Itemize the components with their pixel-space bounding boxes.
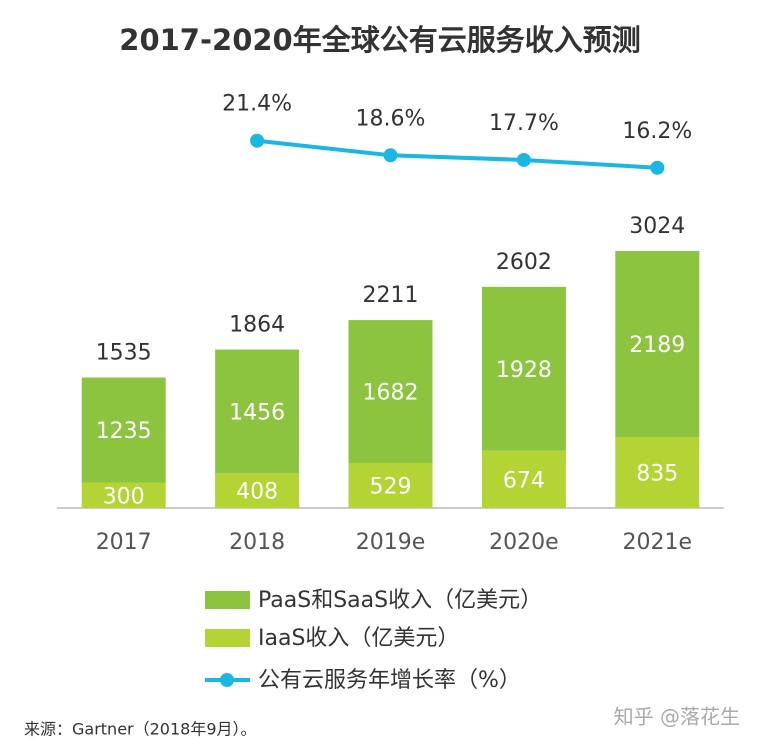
data-label: 529 [370, 475, 412, 500]
data-label: 16.2% [622, 119, 692, 144]
bar-segment [348, 463, 433, 508]
x-tick-label: 2018 [229, 530, 285, 555]
x-tick-label: 2021e [623, 530, 693, 555]
legend-label: PaaS和SaaS收入（亿美元） [258, 588, 542, 613]
total-label: 3024 [629, 214, 685, 239]
legend-swatch [205, 591, 250, 609]
chart-title: 2017-2020年全球公有云服务收入预测 [119, 23, 640, 57]
line [256, 138, 658, 170]
bar-segment [615, 250, 700, 438]
bar-segment [615, 437, 700, 508]
data-label: 300 [103, 484, 145, 509]
total-label: 2211 [363, 283, 419, 308]
bar-segment [348, 320, 433, 464]
data-label: 1682 [363, 381, 419, 406]
watermark: 知乎 @落花生 [614, 705, 740, 729]
legend-marker [220, 673, 234, 687]
bar-segment [215, 349, 300, 474]
x-tick-label: 2017 [96, 530, 152, 555]
total-label: 1864 [229, 313, 285, 338]
line-point [516, 152, 531, 167]
bar-segment [481, 450, 566, 508]
line-point [383, 148, 398, 163]
legend-swatch [205, 629, 250, 647]
legend-label: IaaS收入（亿美元） [258, 626, 459, 651]
total-label: 2602 [496, 250, 552, 275]
data-label: 835 [636, 462, 678, 487]
line-point [250, 133, 265, 148]
bar-segment [81, 377, 166, 483]
data-label: 408 [236, 480, 278, 505]
data-label: 674 [503, 468, 545, 493]
total-label: 1535 [96, 341, 152, 366]
legend-label: 公有云服务年增长率（%） [258, 668, 521, 693]
bar-segment [215, 473, 300, 508]
data-label: 1235 [96, 419, 152, 444]
data-label: 17.7% [489, 111, 559, 136]
data-label: 1456 [229, 400, 285, 425]
x-tick-label: 2020e [489, 530, 559, 555]
bar-segment [81, 482, 166, 508]
data-label: 18.6% [356, 106, 426, 131]
source-note: 来源：Gartner（2018年9月）。 [24, 720, 257, 739]
line-point [650, 160, 665, 175]
data-label: 2189 [629, 333, 685, 358]
bar-segment [481, 286, 566, 451]
data-label: 21.4% [222, 92, 292, 117]
data-label: 1928 [496, 358, 552, 383]
x-tick-label: 2019e [356, 530, 426, 555]
